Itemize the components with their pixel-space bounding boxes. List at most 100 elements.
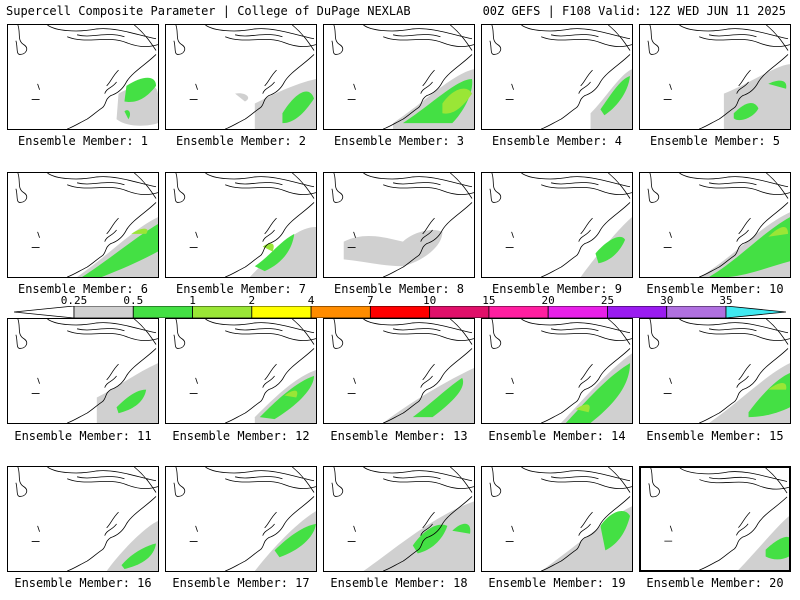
- ensemble-member-6-map[interactable]: [7, 172, 159, 278]
- lake-outline: [31, 377, 40, 394]
- coastline: [15, 319, 158, 423]
- scp-shading-0p25: [235, 93, 249, 102]
- ensemble-member-12-map[interactable]: [165, 318, 317, 424]
- colorbar-segment: [369, 306, 431, 318]
- member-map-svg: [489, 467, 632, 571]
- scp-shading-1: [768, 226, 789, 237]
- ensemble-member-17-map[interactable]: [165, 466, 317, 572]
- member-map-svg: [173, 25, 316, 129]
- ensemble-member-label: Ensemble Member: 12: [172, 429, 310, 443]
- ensemble-member-2-map[interactable]: [165, 24, 317, 130]
- member-map-svg: [331, 467, 474, 571]
- ensemble-member-11-map[interactable]: [7, 318, 159, 424]
- ensemble-member-9-map[interactable]: [481, 172, 633, 278]
- member-map-svg: [173, 173, 316, 277]
- ensemble-member-19-map[interactable]: [481, 466, 633, 572]
- scp-shading-0p5: [412, 524, 448, 554]
- ensemble-member-3-map[interactable]: [323, 24, 475, 130]
- lake-outline: [664, 525, 673, 542]
- colorbar: [14, 306, 786, 318]
- page-title: Supercell Composite Parameter | College …: [6, 4, 411, 18]
- scp-shading-0p25: [343, 229, 443, 267]
- ensemble-member-label: Ensemble Member: 7: [175, 282, 307, 296]
- scp-shading-0p5: [124, 77, 157, 102]
- scp-shading-0p5: [768, 80, 787, 89]
- colorbar-segment: [192, 306, 253, 318]
- scp-shading-0p5: [412, 377, 464, 418]
- ensemble-member-10-map[interactable]: [639, 172, 791, 278]
- ensemble-member-5-map[interactable]: [639, 24, 791, 130]
- member-map-svg: [647, 173, 790, 277]
- ensemble-member-label: Ensemble Member: 18: [330, 576, 468, 590]
- lake-outline: [189, 83, 198, 100]
- lake-outline: [505, 231, 514, 248]
- colorbar-tick-label: 7: [367, 294, 374, 307]
- scp-shading-0p25: [560, 353, 632, 423]
- coastline: [647, 25, 790, 129]
- scp-shading-0p5: [282, 91, 315, 124]
- colorbar-tick-label: 0.5: [123, 294, 144, 307]
- member-map-svg: [331, 319, 474, 423]
- lake-outline: [663, 231, 672, 248]
- lake-outline: [347, 377, 356, 394]
- scp-shading-0p5: [254, 233, 295, 272]
- colorbar-segment: [547, 306, 608, 318]
- scp-shading-0p5: [124, 110, 131, 120]
- ensemble-member-13-map[interactable]: [323, 318, 475, 424]
- coastline: [173, 319, 316, 423]
- coastline: [489, 467, 632, 571]
- ensemble-member-8-map[interactable]: [323, 172, 475, 278]
- colorbar-segment: [666, 306, 727, 318]
- coastline: [331, 467, 474, 571]
- member-map-svg: [647, 25, 790, 129]
- colorbar-segment: [251, 306, 312, 318]
- coastline: [173, 173, 316, 277]
- ensemble-member-label: Ensemble Member: 14: [488, 429, 626, 443]
- ensemble-member-20-map[interactable]: [639, 466, 791, 572]
- scp-shading-0p5: [733, 103, 759, 121]
- scp-shading-0p25: [383, 368, 474, 423]
- coastline: [15, 25, 158, 129]
- lake-outline: [31, 83, 40, 100]
- coastline: [331, 319, 474, 423]
- scp-shading-1: [442, 88, 473, 114]
- scp-shading-0p5: [600, 510, 631, 551]
- member-map-svg: [15, 173, 158, 277]
- scp-shading-0p25: [723, 64, 790, 129]
- colorbar-segment: [488, 306, 549, 318]
- coastline: [648, 468, 789, 570]
- colorbar-tick-label: 10: [423, 294, 437, 307]
- ensemble-member-label: Ensemble Member: 6: [17, 282, 149, 296]
- member-map-svg: [331, 25, 474, 129]
- ensemble-member-14-map[interactable]: [481, 318, 633, 424]
- colorbar-tick-label: 30: [660, 294, 674, 307]
- scp-shading-0p5: [116, 389, 147, 414]
- scp-shading-0p25: [363, 501, 474, 571]
- colorbar-tick-label: 15: [482, 294, 496, 307]
- member-map-svg: [489, 319, 632, 423]
- lake-outline: [505, 83, 514, 100]
- scp-shading-0p5: [765, 536, 789, 560]
- ensemble-member-18-map[interactable]: [323, 466, 475, 572]
- lake-outline: [505, 525, 514, 542]
- ensemble-member-label: Ensemble Member: 20: [646, 576, 784, 590]
- ensemble-member-4-map[interactable]: [481, 24, 633, 130]
- ensemble-member-15-map[interactable]: [639, 318, 791, 424]
- ensemble-member-label: Ensemble Member: 19: [488, 576, 626, 590]
- scp-shading-0p5: [595, 236, 626, 264]
- lake-outline: [663, 377, 672, 394]
- coastline: [173, 467, 316, 571]
- ensemble-member-7-map[interactable]: [165, 172, 317, 278]
- scp-shading-0p5: [709, 217, 790, 277]
- colorbar-segment: [73, 306, 134, 318]
- ensemble-member-label: Ensemble Member: 13: [330, 429, 468, 443]
- lake-outline: [31, 525, 40, 542]
- member-map-svg: [489, 173, 632, 277]
- ensemble-member-label: Ensemble Member: 10: [646, 282, 784, 296]
- scp-shading-0p5: [259, 375, 315, 420]
- ensemble-member-label: Ensemble Member: 9: [491, 282, 623, 296]
- ensemble-member-16-map[interactable]: [7, 466, 159, 572]
- ensemble-member-1-map[interactable]: [7, 24, 159, 130]
- colorbar-tick-label: 2: [248, 294, 256, 307]
- ensemble-member-label: Ensemble Member: 15: [646, 429, 784, 443]
